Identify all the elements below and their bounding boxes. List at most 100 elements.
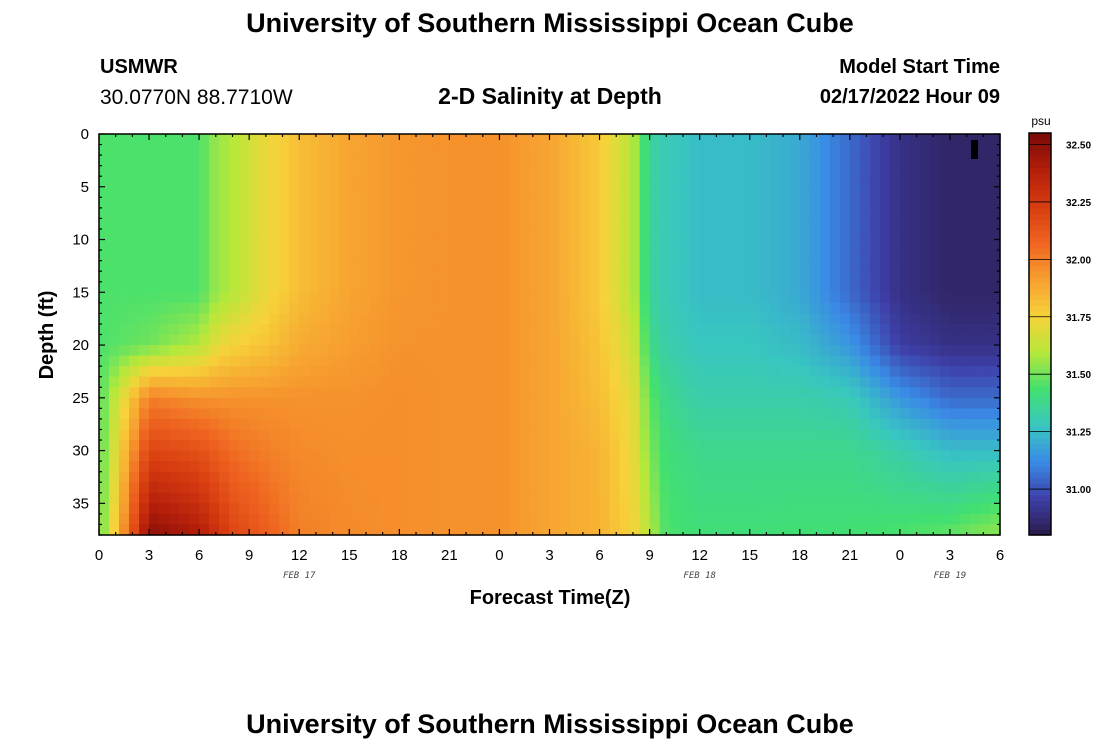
heatmap-cell xyxy=(799,366,811,378)
heatmap-cell xyxy=(919,524,931,536)
heatmap-cell xyxy=(399,323,410,336)
heatmap-cell xyxy=(539,271,551,283)
heatmap-cell xyxy=(789,471,801,483)
heatmap-cell xyxy=(279,260,290,272)
heatmap-cell xyxy=(409,429,420,441)
heatmap-cell xyxy=(749,218,761,230)
heatmap-cell xyxy=(539,218,551,230)
heatmap-cell xyxy=(979,503,991,515)
heatmap-cell xyxy=(349,239,360,251)
heatmap-cell xyxy=(489,503,501,515)
heatmap-cell xyxy=(169,134,180,146)
heatmap-cell xyxy=(119,376,130,388)
heatmap-cell xyxy=(769,513,781,526)
heatmap-cell xyxy=(249,250,260,262)
heatmap-cell xyxy=(319,260,330,272)
heatmap-cell xyxy=(559,155,571,167)
heatmap-cell xyxy=(879,228,891,241)
heatmap-cell xyxy=(789,207,801,220)
heatmap-cell xyxy=(549,461,561,473)
heatmap-cell xyxy=(189,429,200,441)
heatmap-cell xyxy=(369,155,380,167)
heatmap-cell xyxy=(249,471,260,483)
heatmap-cell xyxy=(129,250,140,262)
heatmap-cell xyxy=(129,155,140,167)
heatmap-cell xyxy=(299,207,310,220)
heatmap-cell xyxy=(329,144,340,156)
heatmap-cell xyxy=(889,429,901,441)
heatmap-cell xyxy=(679,165,691,177)
heatmap-cell xyxy=(469,228,481,241)
heatmap-cell xyxy=(219,250,230,262)
heatmap-cell xyxy=(239,271,250,283)
heatmap-cell xyxy=(419,239,430,251)
heatmap-cell xyxy=(909,313,921,325)
heatmap-cell xyxy=(589,397,601,409)
heatmap-cell xyxy=(959,134,971,146)
heatmap-cell xyxy=(709,440,721,452)
heatmap-cell xyxy=(229,471,240,483)
heatmap-cell xyxy=(189,186,200,198)
heatmap-cell xyxy=(659,239,671,251)
heatmap-cell xyxy=(379,524,390,536)
heatmap-cell xyxy=(599,366,611,378)
heatmap-cell xyxy=(229,250,240,262)
heatmap-cell xyxy=(549,186,561,198)
heatmap-cell xyxy=(919,461,931,473)
heatmap-cell xyxy=(249,323,260,336)
heatmap-cell xyxy=(599,345,611,357)
heatmap-cell xyxy=(659,397,671,409)
heatmap-cell xyxy=(439,418,450,431)
heatmap-cell xyxy=(269,302,280,314)
heatmap-cell xyxy=(309,250,320,262)
heatmap-cell xyxy=(949,218,961,230)
heatmap-cell xyxy=(699,429,711,441)
heatmap-cell xyxy=(299,260,310,272)
heatmap-cell xyxy=(309,345,320,357)
heatmap-cell xyxy=(659,155,671,167)
heatmap-cell xyxy=(829,334,841,346)
heatmap-cell xyxy=(649,250,661,262)
heatmap-cell xyxy=(529,218,541,230)
heatmap-cell xyxy=(289,345,300,357)
heatmap-cell xyxy=(99,471,110,483)
heatmap-cell xyxy=(389,450,400,462)
heatmap-cell xyxy=(219,155,230,167)
heatmap-cell xyxy=(959,228,971,241)
heatmap-cell xyxy=(409,440,420,452)
heatmap-cell xyxy=(219,218,230,230)
heatmap-cell xyxy=(279,281,290,293)
heatmap-cell xyxy=(839,260,851,272)
heatmap-cell xyxy=(839,461,851,473)
heatmap-cell xyxy=(679,345,691,357)
heatmap-cell xyxy=(619,418,631,431)
heatmap-cell xyxy=(899,482,911,494)
heatmap-cell xyxy=(709,418,721,431)
heatmap-cell xyxy=(349,376,360,388)
heatmap-cell xyxy=(489,366,501,378)
heatmap-cell xyxy=(809,239,821,251)
heatmap-cell xyxy=(719,271,731,283)
heatmap-cell xyxy=(229,524,240,536)
heatmap-cell xyxy=(349,250,360,262)
heatmap-cell xyxy=(909,408,921,420)
heatmap-cell xyxy=(459,250,471,262)
heatmap-cell xyxy=(619,323,631,336)
heatmap-cell xyxy=(109,376,120,388)
heatmap-cell xyxy=(439,397,450,409)
heatmap-cell xyxy=(789,482,801,494)
heatmap-cell xyxy=(319,450,330,462)
heatmap-cell xyxy=(979,134,991,146)
heatmap-cell xyxy=(989,387,1001,399)
heatmap-cell xyxy=(659,207,671,220)
heatmap-cell xyxy=(499,323,511,336)
heatmap-cell xyxy=(399,440,410,452)
heatmap-cell xyxy=(989,281,1001,293)
heatmap-cell xyxy=(459,155,471,167)
heatmap-cell xyxy=(379,513,390,526)
heatmap-cell xyxy=(199,471,210,483)
heatmap-cell xyxy=(119,292,130,304)
heatmap-cell xyxy=(129,144,140,156)
heatmap-cell xyxy=(979,176,991,188)
heatmap-cell xyxy=(959,218,971,230)
